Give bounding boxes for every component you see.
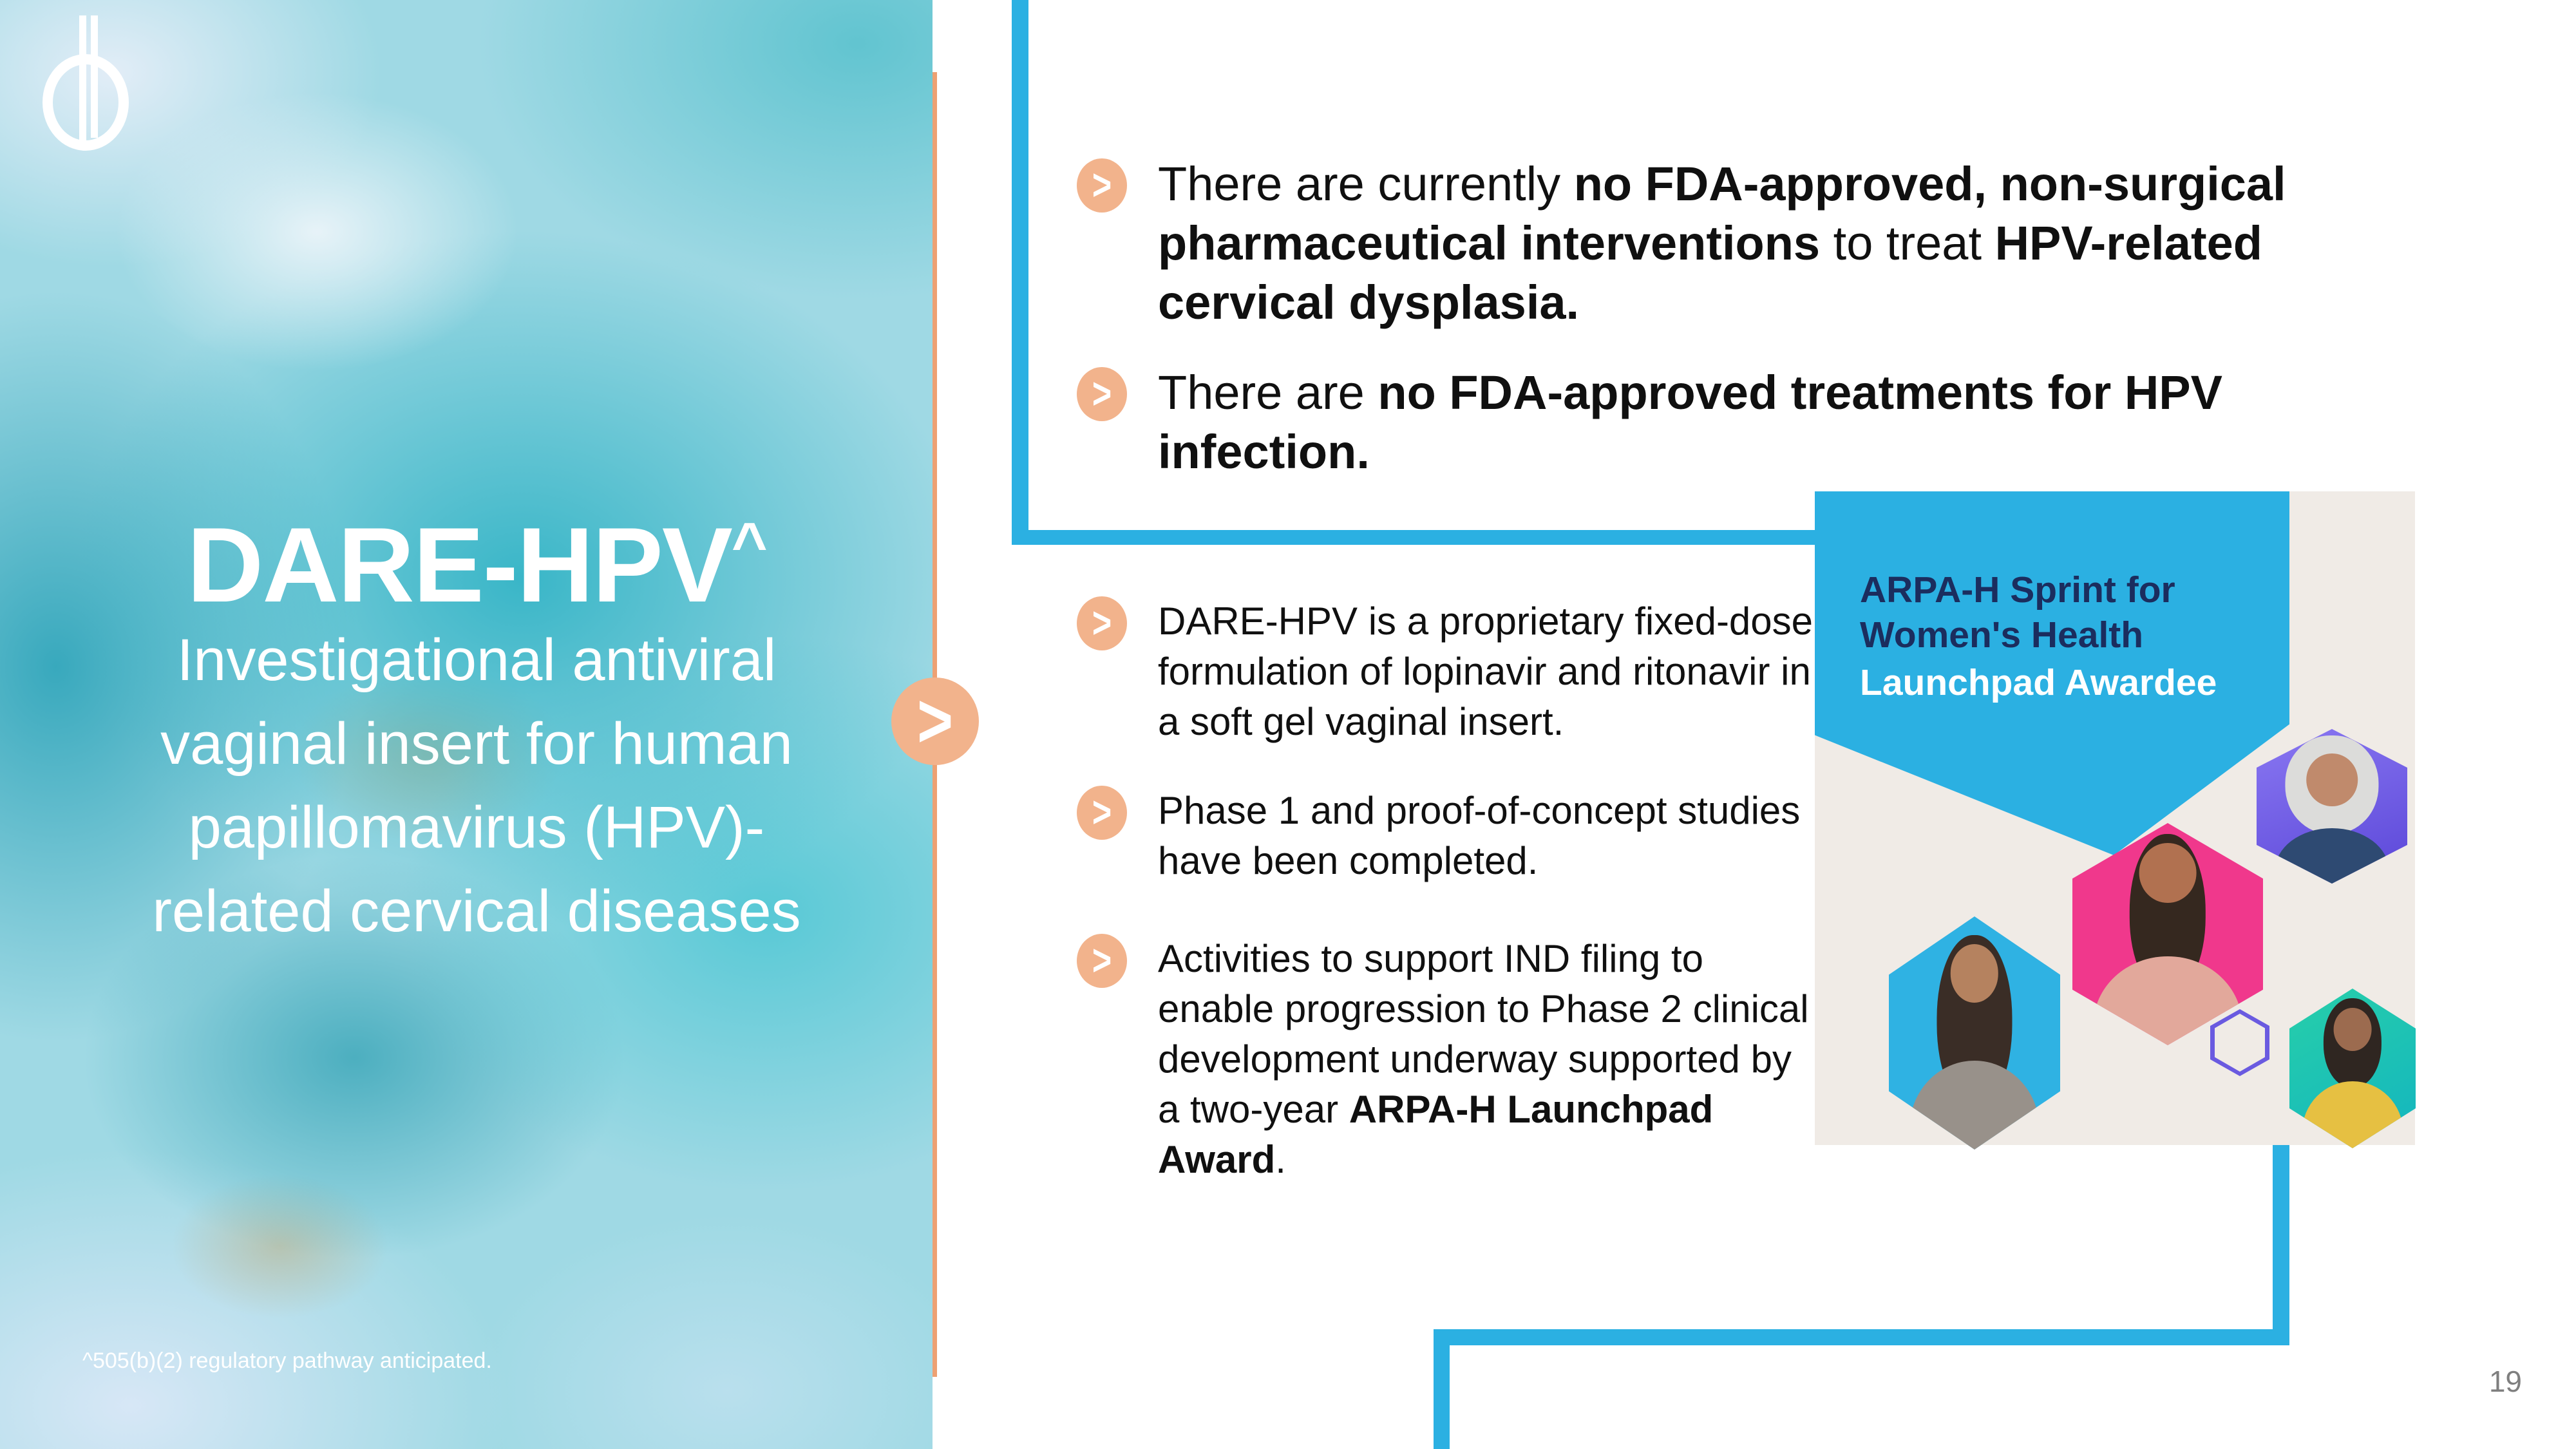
top-frame-horizontal-line: [1012, 530, 1815, 545]
text-segment-bold: HPV-related cervical dysplasia.: [1158, 216, 2262, 329]
chevron-right-icon: >: [916, 677, 954, 764]
chevron-right-icon: >: [1092, 788, 1112, 837]
award-title-line: ARPA-H Sprint for: [1860, 569, 2175, 611]
photo-hexagon-teal: [2289, 989, 2416, 1148]
photo-hexagon-purple: [2257, 729, 2407, 884]
list-item: > There are currently no FDA-approved, n…: [1077, 155, 2365, 332]
text-segment-bold: no FDA-approved treatments for HPV infec…: [1158, 366, 2222, 478]
avatar-head: [2139, 843, 2197, 904]
list-item: > Phase 1 and proof-of-concept studies h…: [1077, 786, 1837, 886]
bullet-text: Activities to support IND filing to enab…: [1158, 934, 1821, 1185]
avatar-head: [2306, 753, 2358, 806]
avatar-body: [2302, 1081, 2403, 1148]
photo-hexagon-blue: [1889, 916, 2060, 1150]
text-segment: Phase 1 and proof-of-concept studies hav…: [1158, 789, 1801, 882]
card-connector-vertical-line: [2273, 1145, 2289, 1345]
text-segment: There are currently: [1158, 157, 1574, 211]
subtitle-line: Investigational antiviral: [176, 627, 777, 693]
chevron-bullet-icon: >: [1077, 158, 1127, 213]
hexagon-outline-icon: [2210, 1009, 2269, 1076]
title-text: DARE-HPV: [187, 506, 733, 624]
title-superscript: ^: [731, 510, 768, 579]
subtitle-line: related cervical diseases: [152, 878, 801, 944]
photo-hexagon-pink: [2072, 823, 2263, 1045]
bullet-text: Phase 1 and proof-of-concept studies hav…: [1158, 786, 1821, 886]
text-segment: Activities to support IND filing to enab…: [1158, 937, 1809, 1131]
chevron-bullet-icon: >: [1077, 367, 1127, 421]
section-arrow-icon: >: [891, 677, 979, 765]
text-segment: to treat: [1820, 216, 1995, 270]
text-segment-bold: ARPA-H Launchpad Award: [1158, 1088, 1714, 1181]
list-item: > Activities to support IND filing to en…: [1077, 934, 1837, 1185]
logo-ring-icon: [43, 54, 129, 151]
product-points-list: > DARE-HPV is a proprietary fixed-dose f…: [1077, 596, 1837, 1185]
bottom-frame-horizontal-line: [1434, 1329, 2289, 1345]
bullet-text: There are currently no FDA-approved, non…: [1158, 155, 2356, 332]
page-number: 19: [2488, 1365, 2522, 1398]
chevron-bullet-icon: >: [1077, 596, 1127, 650]
bullet-text: There are no FDA-approved treatments for…: [1158, 363, 2356, 482]
bottom-frame-vertical-line: [1434, 1329, 1450, 1449]
hexagon-outline-inner: [2215, 1014, 2265, 1072]
top-frame-vertical-line: [1012, 0, 1028, 545]
subtitle-line: vaginal insert for human: [160, 711, 793, 777]
chevron-right-icon: >: [1092, 370, 1112, 419]
chevron-right-icon: >: [1092, 936, 1112, 985]
chevron-bullet-icon: >: [1077, 934, 1127, 988]
text-segment: .: [1275, 1138, 1286, 1181]
bullet-text: DARE-HPV is a proprietary fixed-dose for…: [1158, 596, 1821, 747]
text-segment-bold: no FDA-approved, non-surgical pharmaceut…: [1158, 157, 2286, 270]
award-title-line: Women's Health: [1860, 614, 2144, 656]
chevron-bullet-icon: >: [1077, 786, 1127, 840]
page-title: DARE-HPV^: [26, 488, 927, 621]
award-card: ARPA-H Sprint for Women's Health Launchp…: [1815, 491, 2416, 1150]
left-image-panel: DARE-HPV^ Investigational antiviral vagi…: [0, 0, 933, 1449]
subtitle-line: papillomavirus (HPV)-: [188, 795, 765, 860]
list-item: > DARE-HPV is a proprietary fixed-dose f…: [1077, 596, 1837, 747]
chevron-right-icon: >: [1092, 599, 1112, 648]
avatar-head: [1950, 944, 1999, 1003]
subtitle: Investigational antiviral vaginal insert…: [26, 618, 927, 953]
award-title-line: Launchpad Awardee: [1860, 662, 2217, 703]
avatar-body: [1909, 1061, 2040, 1150]
avatar-head: [2333, 1007, 2372, 1051]
key-points-list: > There are currently no FDA-approved, n…: [1077, 155, 2365, 482]
award-banner-text: ARPA-H Sprint for Women's Health Launchp…: [1860, 567, 2217, 705]
award-banner: ARPA-H Sprint for Women's Health Launchp…: [1815, 491, 2289, 855]
list-item: > There are no FDA-approved treatments f…: [1077, 363, 2365, 482]
chevron-right-icon: >: [1092, 161, 1112, 210]
text-segment: There are: [1158, 366, 1378, 419]
avatar-body: [2275, 828, 2389, 884]
footnote: ^505(b)(2) regulatory pathway anticipate…: [82, 1349, 492, 1373]
text-segment: DARE-HPV is a proprietary fixed-dose for…: [1158, 600, 1814, 743]
dare-bioscience-logo: [43, 15, 133, 153]
